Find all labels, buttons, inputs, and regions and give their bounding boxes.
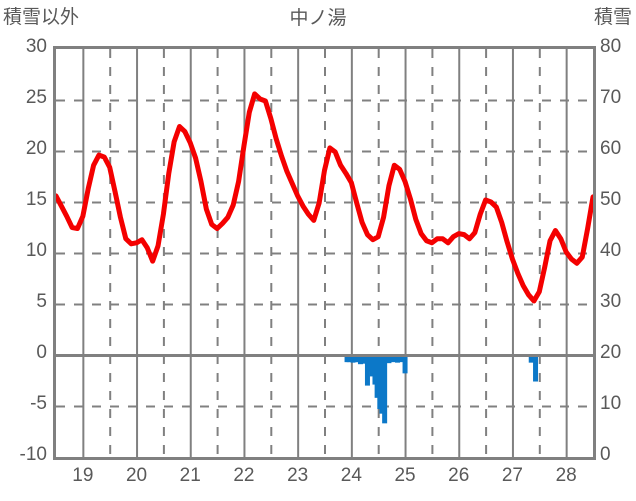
chart-canvas [56, 49, 593, 457]
chart-title: 中ノ湯 [289, 8, 347, 29]
y-right-tick-label: 0 [600, 444, 611, 465]
snow-bar [399, 357, 405, 363]
x-tick-label: 22 [233, 465, 255, 486]
y-left-tick-label: 0 [36, 342, 47, 363]
snow-bar [386, 357, 392, 364]
x-tick-label: 19 [72, 465, 94, 486]
snow-bar [390, 357, 396, 363]
x-tick-label: 23 [287, 465, 309, 486]
y-right-tick-label: 20 [600, 342, 622, 363]
x-tick-label: 26 [448, 465, 470, 486]
y-left-tick-label: 25 [25, 87, 47, 108]
x-tick-label: 28 [555, 465, 577, 486]
y-left-tick-label: 10 [25, 240, 47, 261]
y-left-tick-label: 20 [25, 138, 47, 159]
y-right-tick-label: 30 [600, 291, 622, 312]
y-right-tick-label: 10 [600, 393, 622, 414]
y-right-tick-label: 80 [600, 36, 622, 57]
x-tick-label: 27 [501, 465, 523, 486]
snow-bar [364, 357, 370, 386]
y-right-tick-label: 70 [600, 87, 622, 108]
x-tick-label: 21 [179, 465, 201, 486]
snow-bar [352, 357, 358, 363]
y-left-tick-label: 5 [36, 291, 47, 312]
snow-bar [355, 357, 361, 363]
snow-bar [369, 357, 375, 377]
x-tick-label: 24 [340, 465, 362, 486]
snow-bar [528, 357, 534, 363]
y-left-tick-label: 30 [25, 36, 47, 57]
y-left-tick-label: -10 [19, 444, 47, 465]
snow-bar [533, 357, 539, 382]
snow-bar [374, 357, 380, 398]
left-axis-title: 積雪以外 [3, 7, 80, 28]
y-right-tick-label: 40 [600, 240, 622, 261]
x-tick-label: 20 [125, 465, 148, 486]
snow-bar [382, 357, 388, 424]
snow-bar [402, 357, 408, 374]
right-axis-title: 積雪 [593, 7, 632, 28]
snow-bar [346, 357, 352, 363]
x-tick-label: 25 [394, 465, 416, 486]
snow-bar [395, 357, 401, 363]
y-right-tick-label: 50 [600, 189, 622, 210]
plot-inner [56, 49, 593, 457]
y-left-tick-label: 15 [25, 189, 47, 210]
plot-area [53, 46, 596, 460]
y-left-tick-label: -5 [30, 393, 47, 414]
temperature-line [56, 91, 593, 304]
y-right-tick-label: 60 [600, 138, 622, 159]
snow-bar [360, 357, 366, 364]
snow-bar [379, 357, 385, 414]
